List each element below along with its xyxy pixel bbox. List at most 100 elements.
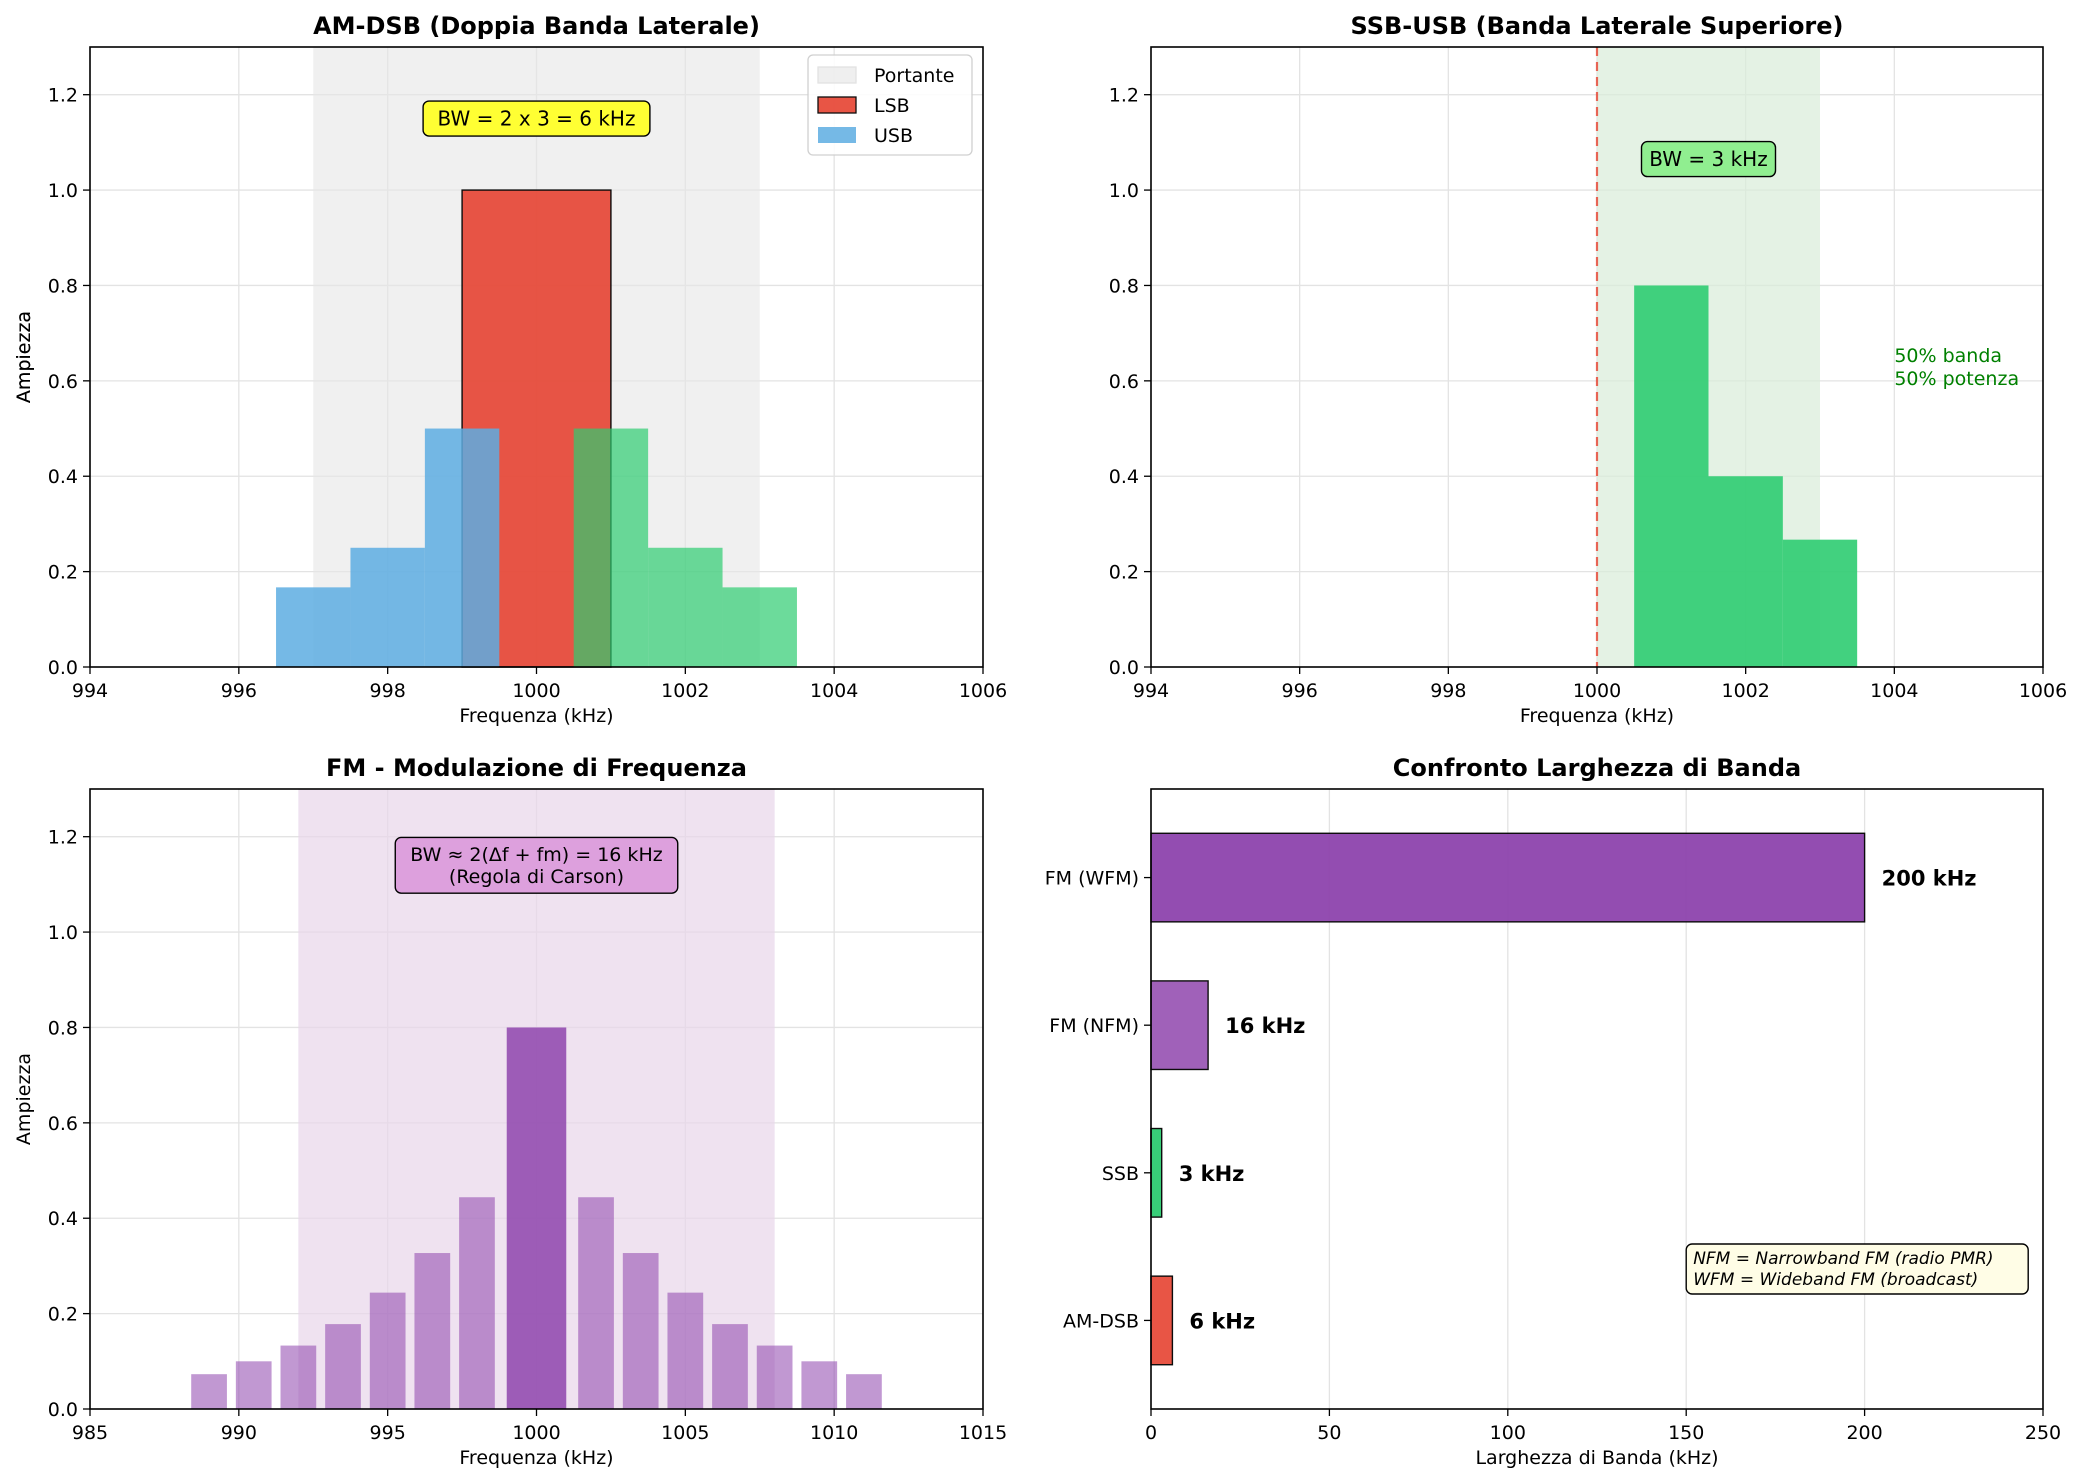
y-tick-label: 0.8 (48, 1017, 78, 1039)
fm-sideband-bar (280, 1345, 317, 1409)
x-tick-label: 1000 (1573, 680, 1621, 702)
y-tick-label: 1.2 (48, 827, 78, 849)
bandwidth-bar (1150, 1127, 1163, 1218)
legend-label: LSB (874, 95, 910, 117)
y-category-label: FM (WFM) (1045, 868, 1139, 890)
x-tick-label: 150 (1668, 1422, 1704, 1444)
y-tick-label: 0.8 (48, 275, 78, 297)
fm-sideband-bar (712, 1324, 748, 1409)
fm-sideband-bar (578, 1197, 614, 1409)
y-tick-label: 0.4 (1109, 466, 1139, 488)
y-tick-label: 1.0 (48, 180, 78, 202)
y-axis-label: Ampiezza (13, 311, 35, 403)
y-tick-label: 1.0 (1109, 180, 1139, 202)
fm-sideband-bar (414, 1253, 451, 1409)
abbrev-note-box (1685, 1243, 2029, 1295)
chart-title: AM-DSB (Doppia Banda Laterale) (313, 12, 760, 40)
axes-frame (1150, 788, 2044, 1410)
x-tick-label: 998 (1430, 680, 1466, 702)
usb-bar (722, 587, 797, 667)
usb-bar (573, 428, 649, 667)
chart-am-dsb: BW = 2 x 3 = 6 kHz Portante LSB USB 994 996 99… (13, 12, 1007, 727)
y-tick-label: 1.2 (48, 85, 78, 107)
fm-sideband-bar (667, 1292, 704, 1409)
fm-sideband-bar (622, 1253, 659, 1409)
side-note: 50% banda (1894, 345, 2002, 367)
x-tick-label: 996 (1282, 680, 1318, 702)
y-tick-label: 0.2 (48, 562, 78, 584)
bandwidth-value-label: 200 kHz (1882, 867, 1977, 891)
fm-sideband-bar (846, 1374, 882, 1409)
y-tick-label: 0.4 (48, 466, 78, 488)
y-tick-label: 0.6 (48, 371, 78, 393)
y-tick-label: 0.8 (1109, 275, 1139, 297)
y-tick-label: 0.0 (1109, 657, 1139, 679)
legend-swatch (817, 96, 857, 114)
x-tick-label: 1002 (661, 680, 709, 702)
x-tick-label: 1010 (810, 1422, 858, 1444)
y-axis-label: Ampiezza (13, 311, 35, 403)
usb-bar (648, 547, 723, 667)
chart-title: Confronto Larghezza di Banda (1393, 754, 1801, 782)
axes-frame (1150, 46, 2044, 668)
legend: Portante LSB USB (807, 54, 973, 156)
y-tick-label: 1.0 (48, 922, 78, 944)
lsb-bar (276, 587, 351, 667)
chart-fm: BW ≈ 2(Δf + fm) = 16 kHz(Regola di Carso… (13, 754, 1007, 1469)
x-tick-label: 100 (1490, 1422, 1526, 1444)
abbrev-note-text: WFM = Wideband FM (broadcast) (1693, 1270, 1978, 1290)
bandwidth-value-label: 3 kHz (1179, 1162, 1245, 1186)
usb-bar (1634, 285, 1709, 667)
fm-sideband-bar (801, 1361, 838, 1409)
x-tick-label: 0 (1145, 1422, 1157, 1444)
bw-annotation-box (1640, 140, 1777, 178)
x-tick-label: 1000 (512, 680, 560, 702)
fm-carrier-bar (506, 1027, 567, 1409)
y-axis-label: Ampiezza (13, 1053, 35, 1145)
bw-annotation-text: BW = 2 x 3 = 6 kHz (438, 107, 636, 131)
x-axis-label: Frequenza (kHz) (1520, 705, 1674, 727)
legend-swatch (818, 127, 856, 143)
bandwidth-bar (1150, 980, 1209, 1071)
x-axis-label: Larghezza di Banda (kHz) (1475, 1447, 1718, 1469)
x-tick-label: 998 (370, 680, 406, 702)
bw-annotation: BW = 2 x 3 = 6 kHz (422, 100, 651, 137)
fm-sideband-bar (325, 1324, 361, 1409)
y-tick-label: 0.4 (48, 1208, 78, 1230)
x-axis-label: Frequenza (kHz) (459, 705, 613, 727)
x-axis-label: Frequenza (kHz) (459, 1447, 613, 1469)
chart-title: SSB-USB (Banda Laterale Superiore) (1350, 12, 1843, 40)
fm-sideband-bar (369, 1292, 406, 1409)
x-tick-label: 996 (221, 680, 257, 702)
bw-annotation-text: (Regola di Carson) (449, 866, 624, 888)
x-tick-label: 1006 (959, 680, 1007, 702)
y-tick-label: 0.6 (48, 1113, 78, 1135)
x-tick-label: 250 (2025, 1422, 2061, 1444)
bw-annotation-box (422, 100, 651, 137)
fm-sideband-bar (235, 1361, 272, 1409)
y-tick-label: 0.2 (1109, 562, 1139, 584)
y-category-label: AM-DSB (1063, 1310, 1139, 1332)
x-tick-label: 1004 (1870, 680, 1918, 702)
bandwidth-bar (1150, 1275, 1174, 1366)
bw-annotation: BW ≈ 2(Δf + fm) = 16 kHz(Regola di Carso… (394, 836, 679, 894)
bw-annotation: BW = 3 kHz (1640, 140, 1777, 178)
fm-sideband-bar (459, 1197, 495, 1409)
chart-title: FM - Modulazione di Frequenza (326, 754, 747, 782)
fm-sideband-bar (756, 1345, 793, 1409)
y-category-label: FM (NFM) (1049, 1015, 1139, 1037)
axes-frame (89, 788, 984, 1410)
bandwidth-value-label: 16 kHz (1225, 1014, 1305, 1038)
x-tick-label: 995 (370, 1422, 406, 1444)
side-note: 50% potenza (1894, 368, 2019, 390)
bw-annotation-box (394, 836, 679, 894)
y-tick-label: 0.6 (1109, 371, 1139, 393)
y-tick-label: 0.0 (48, 1399, 78, 1421)
chart-bandwidth-comparison: 6 kHz AM-DSB 3 kHz SSB 16 kHz FM (NFM) 200 kHz… (1045, 754, 2061, 1469)
legend-label: Portante (874, 65, 955, 87)
x-tick-label: 1000 (512, 1422, 560, 1444)
x-tick-label: 994 (1133, 680, 1169, 702)
bandwidth-bar (1150, 832, 1866, 923)
